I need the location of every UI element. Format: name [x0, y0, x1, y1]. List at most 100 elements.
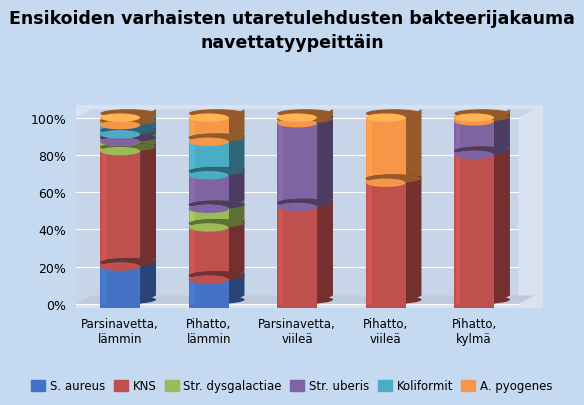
Bar [100, 135, 140, 143]
Polygon shape [76, 296, 534, 304]
Polygon shape [317, 115, 333, 207]
Ellipse shape [189, 276, 228, 284]
Ellipse shape [100, 258, 156, 267]
Bar [189, 280, 228, 304]
Polygon shape [228, 168, 245, 209]
Ellipse shape [189, 168, 245, 176]
Ellipse shape [366, 110, 422, 118]
Ellipse shape [189, 110, 245, 118]
Bar [190, 118, 195, 143]
Bar [454, 304, 494, 308]
Ellipse shape [277, 120, 317, 128]
Ellipse shape [277, 203, 317, 212]
Ellipse shape [100, 122, 140, 130]
Bar [456, 122, 460, 156]
Ellipse shape [277, 115, 333, 124]
Bar [277, 118, 317, 124]
Ellipse shape [366, 296, 422, 304]
Bar [190, 176, 195, 209]
Ellipse shape [454, 118, 494, 126]
Ellipse shape [366, 179, 405, 188]
Bar [100, 143, 140, 152]
Ellipse shape [189, 205, 228, 213]
Ellipse shape [100, 127, 156, 135]
Bar [100, 267, 140, 304]
Ellipse shape [366, 179, 405, 188]
Bar [100, 152, 140, 267]
Ellipse shape [100, 110, 156, 118]
Ellipse shape [366, 175, 422, 183]
Ellipse shape [100, 117, 156, 126]
Bar [189, 118, 228, 143]
Bar [189, 176, 228, 209]
Bar [367, 118, 372, 183]
Ellipse shape [454, 114, 510, 122]
Ellipse shape [454, 110, 510, 118]
Ellipse shape [277, 199, 333, 207]
Bar [366, 183, 405, 304]
Ellipse shape [100, 143, 156, 152]
Polygon shape [140, 134, 156, 152]
Ellipse shape [100, 117, 156, 126]
Polygon shape [405, 175, 422, 304]
Polygon shape [140, 110, 156, 126]
Ellipse shape [277, 203, 317, 212]
Ellipse shape [100, 258, 156, 267]
Bar [189, 209, 228, 228]
Ellipse shape [454, 147, 510, 156]
Ellipse shape [100, 134, 156, 143]
Ellipse shape [100, 131, 140, 139]
Polygon shape [405, 110, 422, 183]
Ellipse shape [454, 114, 494, 122]
Bar [277, 124, 317, 207]
Polygon shape [140, 258, 156, 304]
Ellipse shape [100, 127, 156, 135]
Polygon shape [228, 134, 245, 176]
Bar [189, 304, 228, 308]
Ellipse shape [100, 134, 156, 143]
Ellipse shape [100, 143, 156, 152]
Ellipse shape [189, 220, 245, 228]
Bar [190, 228, 195, 280]
Polygon shape [228, 110, 245, 143]
Bar [190, 280, 195, 304]
Bar [102, 135, 106, 143]
Bar [454, 156, 494, 304]
Polygon shape [228, 201, 245, 228]
Ellipse shape [366, 114, 405, 122]
Ellipse shape [277, 199, 333, 207]
Ellipse shape [100, 138, 140, 147]
Ellipse shape [100, 296, 156, 304]
Bar [367, 183, 372, 304]
Ellipse shape [100, 114, 140, 122]
Bar [454, 118, 494, 122]
Ellipse shape [454, 296, 510, 304]
Ellipse shape [189, 220, 245, 228]
Polygon shape [228, 220, 245, 280]
Bar [102, 152, 106, 267]
Ellipse shape [189, 272, 245, 280]
Ellipse shape [277, 110, 333, 118]
Polygon shape [140, 117, 156, 135]
Polygon shape [494, 114, 510, 156]
Ellipse shape [454, 151, 494, 160]
Bar [454, 122, 494, 156]
Bar [456, 156, 460, 304]
Ellipse shape [100, 147, 140, 156]
Ellipse shape [189, 114, 228, 122]
Ellipse shape [189, 172, 228, 180]
Ellipse shape [277, 115, 333, 124]
Bar [190, 143, 195, 176]
Ellipse shape [277, 114, 317, 122]
Ellipse shape [100, 263, 140, 271]
Ellipse shape [189, 224, 228, 232]
Ellipse shape [189, 276, 228, 284]
Ellipse shape [189, 296, 245, 304]
Bar [277, 207, 317, 304]
Ellipse shape [454, 151, 494, 160]
Ellipse shape [189, 168, 245, 176]
Polygon shape [140, 143, 156, 267]
Ellipse shape [189, 172, 228, 180]
Bar [100, 118, 140, 126]
Bar [366, 118, 405, 183]
